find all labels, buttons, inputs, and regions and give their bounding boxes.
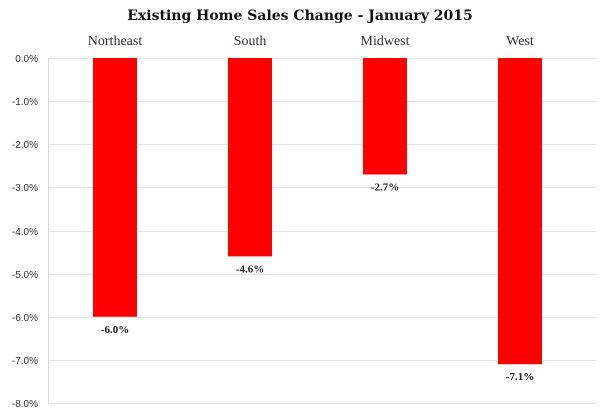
gridlines xyxy=(48,58,596,404)
y-tick-label: -4.0% xyxy=(12,227,38,238)
bar-south xyxy=(228,58,272,257)
y-tick-label: -6.0% xyxy=(12,313,38,324)
bars xyxy=(93,58,542,365)
category-label-west: West xyxy=(506,34,534,49)
data-label-northeast: -6.0% xyxy=(101,324,129,336)
category-label-northeast: Northeast xyxy=(88,34,143,49)
bar-northeast xyxy=(93,58,137,317)
y-tick-label: -3.0% xyxy=(12,183,38,194)
bar-midwest xyxy=(363,58,407,175)
data-label-west: -7.1% xyxy=(506,371,534,383)
y-tick-label: -8.0% xyxy=(12,399,38,410)
data-label-midwest: -2.7% xyxy=(371,181,399,193)
category-labels: Northeast South Midwest West xyxy=(88,34,534,49)
data-labels: -6.0% -4.6% -2.7% -7.1% xyxy=(101,181,534,383)
y-tick-label: 0.0% xyxy=(15,54,38,65)
y-axis-tick-labels: 0.0% -1.0% -2.0% -3.0% -4.0% -5.0% -6.0% -7.0% -… xyxy=(12,54,38,410)
chart-title: Existing Home Sales Change - January 201… xyxy=(127,8,472,24)
data-label-south: -4.6% xyxy=(236,263,264,275)
y-tick-label: -5.0% xyxy=(12,270,38,281)
y-tick-label: -7.0% xyxy=(12,356,38,367)
category-label-midwest: Midwest xyxy=(361,34,410,49)
y-tick-label: -2.0% xyxy=(12,140,38,151)
bar-west xyxy=(498,58,542,365)
y-tick-label: -1.0% xyxy=(12,97,38,108)
category-label-south: South xyxy=(234,34,267,49)
